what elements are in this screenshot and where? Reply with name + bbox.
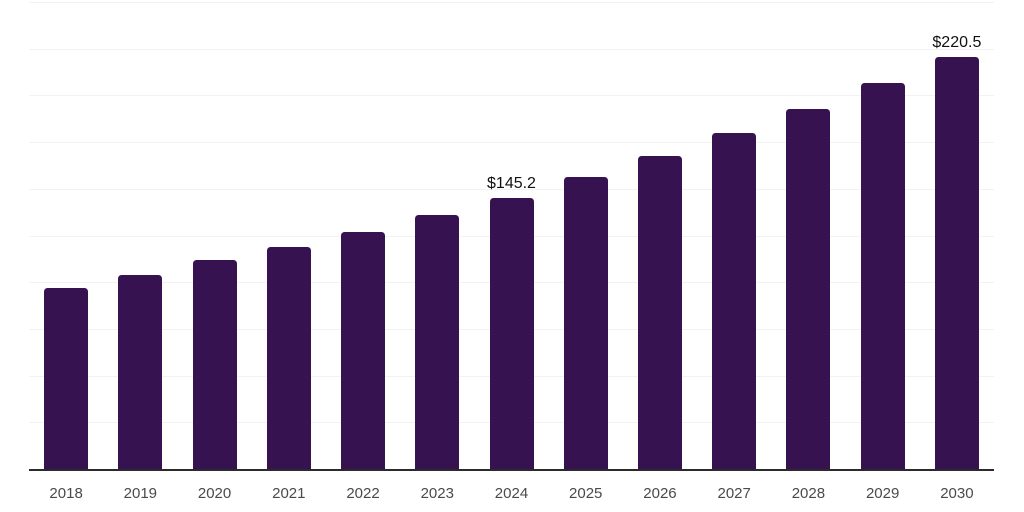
data-label-2024: $145.2: [487, 174, 536, 192]
x-tick-label-2021: 2021: [272, 485, 306, 502]
x-tick-label-2018: 2018: [49, 485, 83, 502]
bar-2018[interactable]: [44, 287, 89, 469]
x-tick-label-2019: 2019: [123, 485, 158, 502]
bar-2019[interactable]: [118, 274, 163, 469]
bar-2029[interactable]: [860, 83, 905, 469]
bar-2026[interactable]: [637, 155, 682, 469]
x-tick-label-2029: 2029: [865, 485, 900, 502]
bar-2030[interactable]: [934, 57, 979, 469]
gridline: [29, 142, 994, 144]
bar-2024[interactable]: [489, 197, 534, 469]
x-tick-label-2020: 2020: [197, 485, 232, 502]
gridline: [29, 48, 994, 50]
bar-2027[interactable]: [712, 133, 757, 469]
gridline: [29, 95, 994, 97]
x-tick-label-2022: 2022: [346, 485, 380, 502]
x-tick-label-2030: 2030: [940, 485, 974, 502]
bar-2028[interactable]: [786, 109, 831, 469]
bar-2020[interactable]: [192, 260, 237, 469]
gridline: [29, 188, 994, 190]
x-tick-label-2028: 2028: [791, 485, 826, 502]
bar-2021[interactable]: [266, 246, 311, 469]
x-tick-label-2023: 2023: [420, 485, 454, 502]
data-label-2030: $220.5: [932, 34, 982, 52]
x-tick-label-2027: 2027: [717, 485, 751, 502]
x-tick-label-2025: 2025: [569, 485, 603, 502]
x-tick-label-2024: 2024: [494, 485, 529, 502]
bar-2022[interactable]: [341, 231, 386, 469]
gridline: [29, 2, 994, 3]
x-tick-label-2026: 2026: [643, 485, 677, 502]
x-axis-line: [29, 469, 994, 471]
bar-2023[interactable]: [415, 215, 460, 469]
bar-2025[interactable]: [563, 177, 608, 469]
